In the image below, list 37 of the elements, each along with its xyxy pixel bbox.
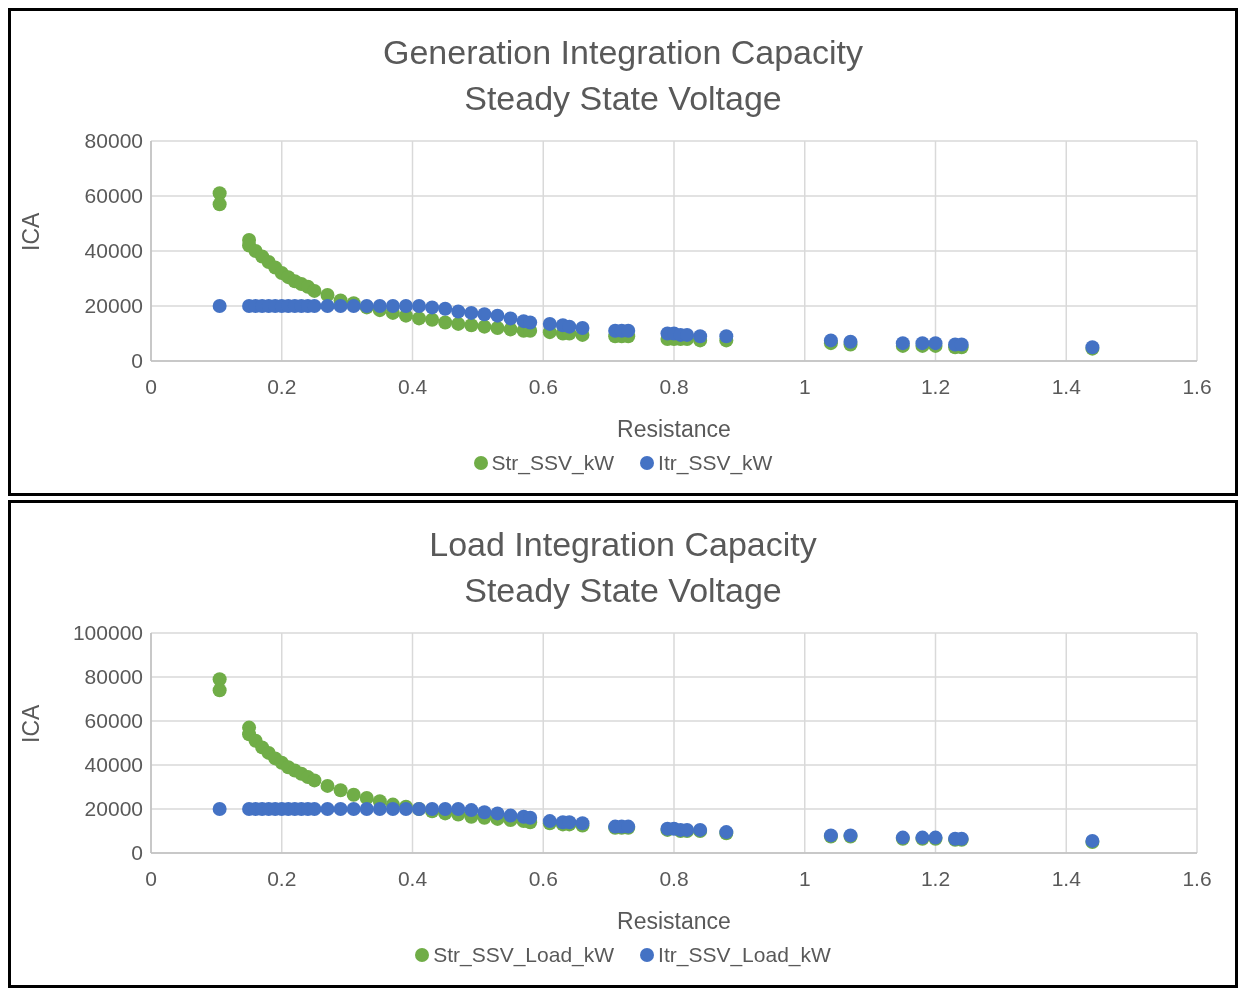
y-axis-title: ICA [18,212,45,251]
x-tick-label: 0.4 [397,866,428,890]
chart-title: Generation Integration Capacity Steady State Voltage [381,32,865,119]
y-axis-title: ICA [18,704,45,743]
y-tick-label: 80000 [84,129,143,153]
x-tick-label: 0.8 [659,374,689,398]
y-tick-label: 0 [131,841,143,865]
x-axis-title: Resistance [617,908,731,934]
y-tick-label: 100000 [72,621,143,645]
x-tick-label: 0.2 [267,374,297,398]
y-tick-label: 80000 [84,665,143,689]
y-tick-label: 20000 [84,797,143,821]
x-tick-label: 1 [798,866,811,890]
y-tick-label: 40000 [84,239,143,263]
y-tick-label: 0 [131,349,143,373]
x-axis-title: Resistance [617,416,731,442]
x-tick-label: 1.4 [1051,866,1082,890]
legend-label: Str_SSV_Load_kW [432,943,615,967]
y-tick-label: 60000 [84,709,143,733]
x-tick-label: 1 [798,374,811,398]
y-tick-label: 40000 [84,753,143,777]
x-tick-label: 0.8 [659,866,689,890]
legend-label: Itr_SSV_Load_kW [657,943,831,967]
x-tick-label: 1.2 [920,374,951,398]
x-tick-label: 1.2 [920,866,951,890]
chart-title: Load Integration Capacity Steady State Voltage [428,524,818,611]
x-tick-label: 0.2 [267,866,297,890]
legend-label: Str_SSV_kW [490,451,615,475]
x-tick-label: 1.4 [1051,374,1082,398]
y-tick-label: 60000 [84,184,143,208]
x-tick-label: 0.6 [528,374,558,398]
y-tick-label: 20000 [84,294,143,318]
x-tick-label: 0.4 [397,374,428,398]
legend-label: Itr_SSV_kW [657,451,773,475]
x-tick-label: 1.6 [1182,866,1212,890]
x-tick-label: 0.6 [528,866,558,890]
x-tick-label: 1.6 [1182,374,1212,398]
